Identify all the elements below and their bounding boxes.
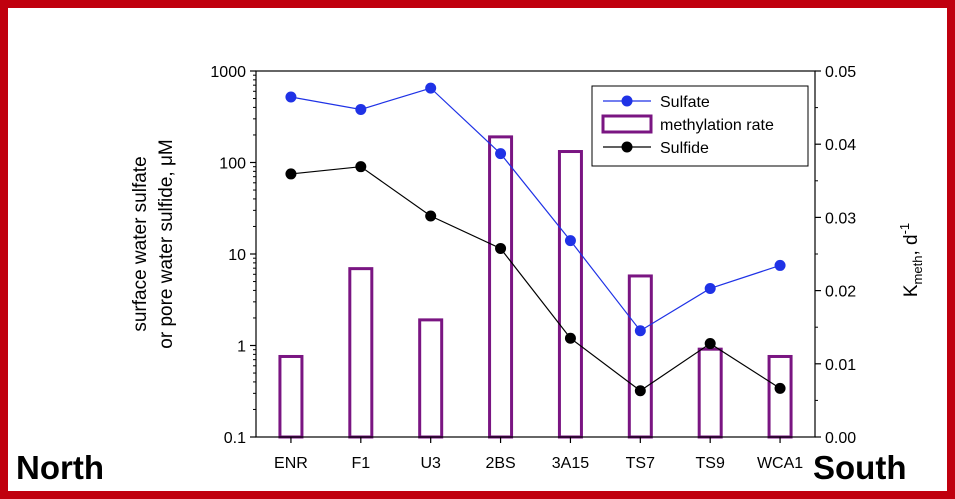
x-tick-label: ENR bbox=[274, 455, 308, 472]
south-label: South bbox=[813, 449, 907, 486]
methylation-bar bbox=[278, 354, 304, 439]
left-tick-label: 100 bbox=[219, 156, 246, 173]
legend-label-sulfide: Sulfide bbox=[660, 140, 709, 157]
sulfide-point bbox=[634, 385, 646, 397]
sulfate-point bbox=[564, 235, 576, 247]
left-tick-label: 1 bbox=[237, 339, 246, 356]
methylation-bar bbox=[348, 267, 374, 439]
north-label: North bbox=[16, 449, 104, 486]
legend-label-methylation-rate: methylation rate bbox=[660, 117, 774, 134]
legend-marker-sulfide bbox=[621, 141, 633, 153]
sulfide-line bbox=[290, 166, 781, 392]
legend-label-sulfate: Sulfate bbox=[660, 94, 710, 111]
sulfate-point bbox=[704, 282, 716, 294]
right-axis-title: Kmeth, d-1 bbox=[897, 223, 925, 297]
sulfide-point bbox=[495, 242, 507, 254]
x-tick-label: TS9 bbox=[696, 455, 725, 472]
sulfate-point bbox=[495, 148, 507, 160]
sulfate-point bbox=[355, 103, 367, 115]
methylation-bar bbox=[418, 318, 444, 439]
right-tick-label: 0.00 bbox=[825, 430, 856, 447]
sulfate-line bbox=[290, 87, 781, 332]
left-tick-label: 1000 bbox=[210, 64, 246, 81]
methylation-bar bbox=[767, 354, 793, 439]
right-tick-label: 0.02 bbox=[825, 284, 856, 301]
right-tick-label: 0.03 bbox=[825, 210, 856, 227]
x-tick-label: U3 bbox=[420, 455, 441, 472]
methylation-bar bbox=[488, 135, 514, 439]
sulfide-point bbox=[285, 168, 297, 180]
sulfate-point bbox=[774, 259, 786, 271]
sulfate-point bbox=[285, 91, 297, 103]
x-tick-label: F1 bbox=[351, 455, 370, 472]
sulfate-point bbox=[425, 82, 437, 94]
x-tick-label: 3A15 bbox=[552, 455, 589, 472]
right-tick-label: 0.05 bbox=[825, 64, 856, 81]
right-tick-label: 0.04 bbox=[825, 137, 856, 154]
left-axis-title-line1: surface water sulfate bbox=[130, 156, 151, 331]
left-tick-label: 10 bbox=[228, 247, 246, 264]
sulfide-point bbox=[704, 338, 716, 350]
x-tick-label: TS7 bbox=[626, 455, 655, 472]
right-tick-label: 0.01 bbox=[825, 357, 856, 374]
sulfate-point bbox=[634, 325, 646, 337]
sulfide-point bbox=[564, 332, 576, 344]
left-tick-label: 0.1 bbox=[224, 430, 246, 447]
legend-swatch-methylation-rate bbox=[601, 114, 653, 134]
methylation-bar bbox=[697, 347, 723, 439]
sulfide-point bbox=[774, 382, 786, 394]
methylation-bar bbox=[557, 150, 583, 439]
methylation-bar bbox=[627, 274, 653, 439]
left-axis-title-line2: or pore water sulfide, μM bbox=[156, 139, 177, 348]
x-tick-label: WCA1 bbox=[757, 455, 803, 472]
x-tick-label: 2BS bbox=[485, 455, 515, 472]
legend-marker-sulfate bbox=[621, 95, 633, 107]
sulfide-point bbox=[425, 210, 437, 222]
sulfide-point bbox=[355, 161, 367, 173]
